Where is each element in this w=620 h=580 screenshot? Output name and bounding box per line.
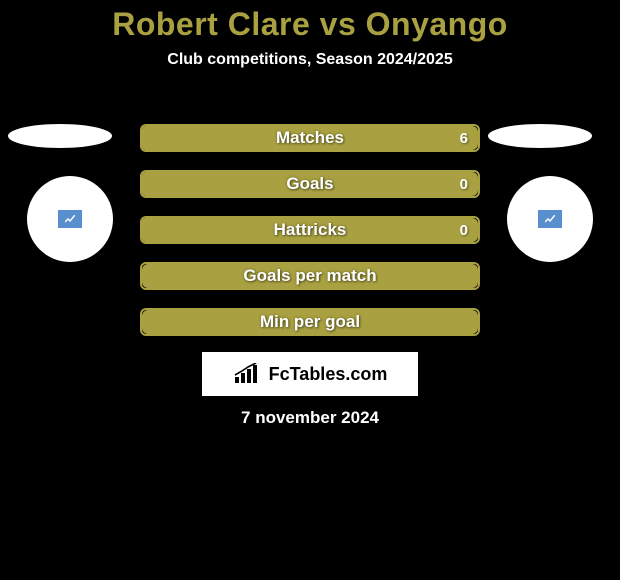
stat-label: Min per goal <box>142 310 478 334</box>
stat-value-right: 0 <box>460 172 468 196</box>
comparison-infographic: Robert Clare vs Onyango Club competition… <box>0 0 620 580</box>
stat-value-right: 6 <box>460 126 468 150</box>
left-club-badge-icon <box>58 210 82 228</box>
page-title: Robert Clare vs Onyango <box>0 0 620 43</box>
stat-value-right: 0 <box>460 218 468 242</box>
page-subtitle: Club competitions, Season 2024/2025 <box>0 51 620 69</box>
brand-box: FcTables.com <box>202 352 418 396</box>
stats-bars: Matches6Goals0Hattricks0Goals per matchM… <box>140 124 480 354</box>
stat-label: Goals <box>142 172 478 196</box>
right-player-ellipse <box>488 124 592 148</box>
date-text: 7 november 2024 <box>0 408 620 428</box>
brand-chart-icon <box>233 363 263 385</box>
stat-row: Goals per match <box>140 262 480 290</box>
stat-row: Matches6 <box>140 124 480 152</box>
stat-label: Hattricks <box>142 218 478 242</box>
stat-row: Goals0 <box>140 170 480 198</box>
right-club-circle <box>507 176 593 262</box>
stat-label: Goals per match <box>142 264 478 288</box>
stat-row: Min per goal <box>140 308 480 336</box>
left-club-circle <box>27 176 113 262</box>
left-player-ellipse <box>8 124 112 148</box>
brand-text: FcTables.com <box>269 364 388 385</box>
stat-label: Matches <box>142 126 478 150</box>
right-club-badge-icon <box>538 210 562 228</box>
stat-row: Hattricks0 <box>140 216 480 244</box>
